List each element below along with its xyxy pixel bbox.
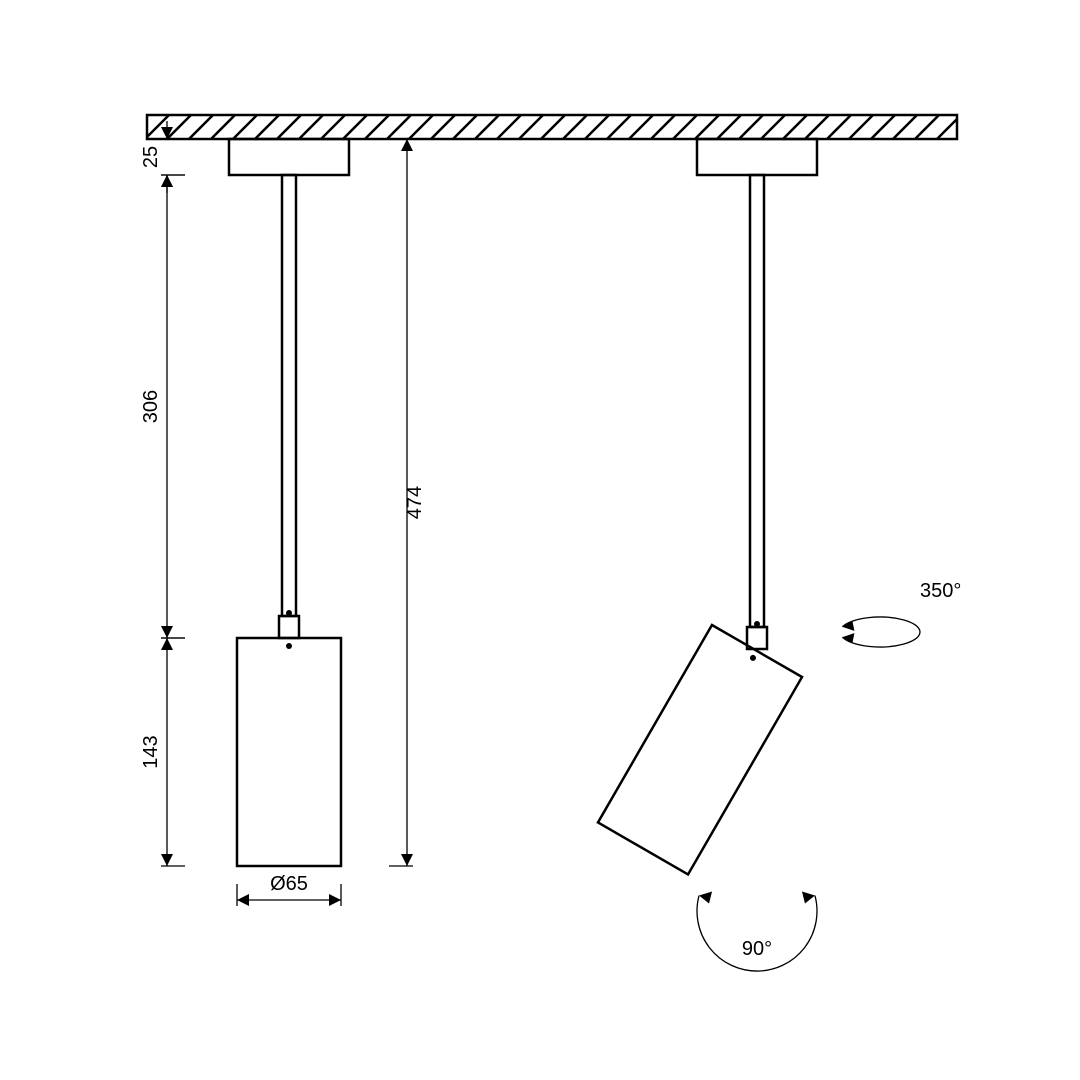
- dim-143-label: 143: [140, 735, 162, 768]
- angle-350: [842, 617, 920, 647]
- dim-25-label: 25: [140, 146, 162, 168]
- angle-90-label: 90°: [742, 938, 772, 960]
- left-fixture: [229, 139, 349, 866]
- technical-drawing: 25 306 143 474 Ø65 90° 350°: [0, 0, 1080, 1080]
- dim-306-label: 306: [140, 390, 162, 423]
- dim-143: [161, 638, 185, 866]
- ceiling-hatch: [123, 115, 983, 139]
- right-fixture: [598, 139, 817, 874]
- dim-474-label: 474: [404, 486, 426, 519]
- dim-65-label: Ø65: [270, 873, 308, 895]
- dim-306: [161, 175, 185, 638]
- angle-350-label: 350°: [920, 580, 961, 602]
